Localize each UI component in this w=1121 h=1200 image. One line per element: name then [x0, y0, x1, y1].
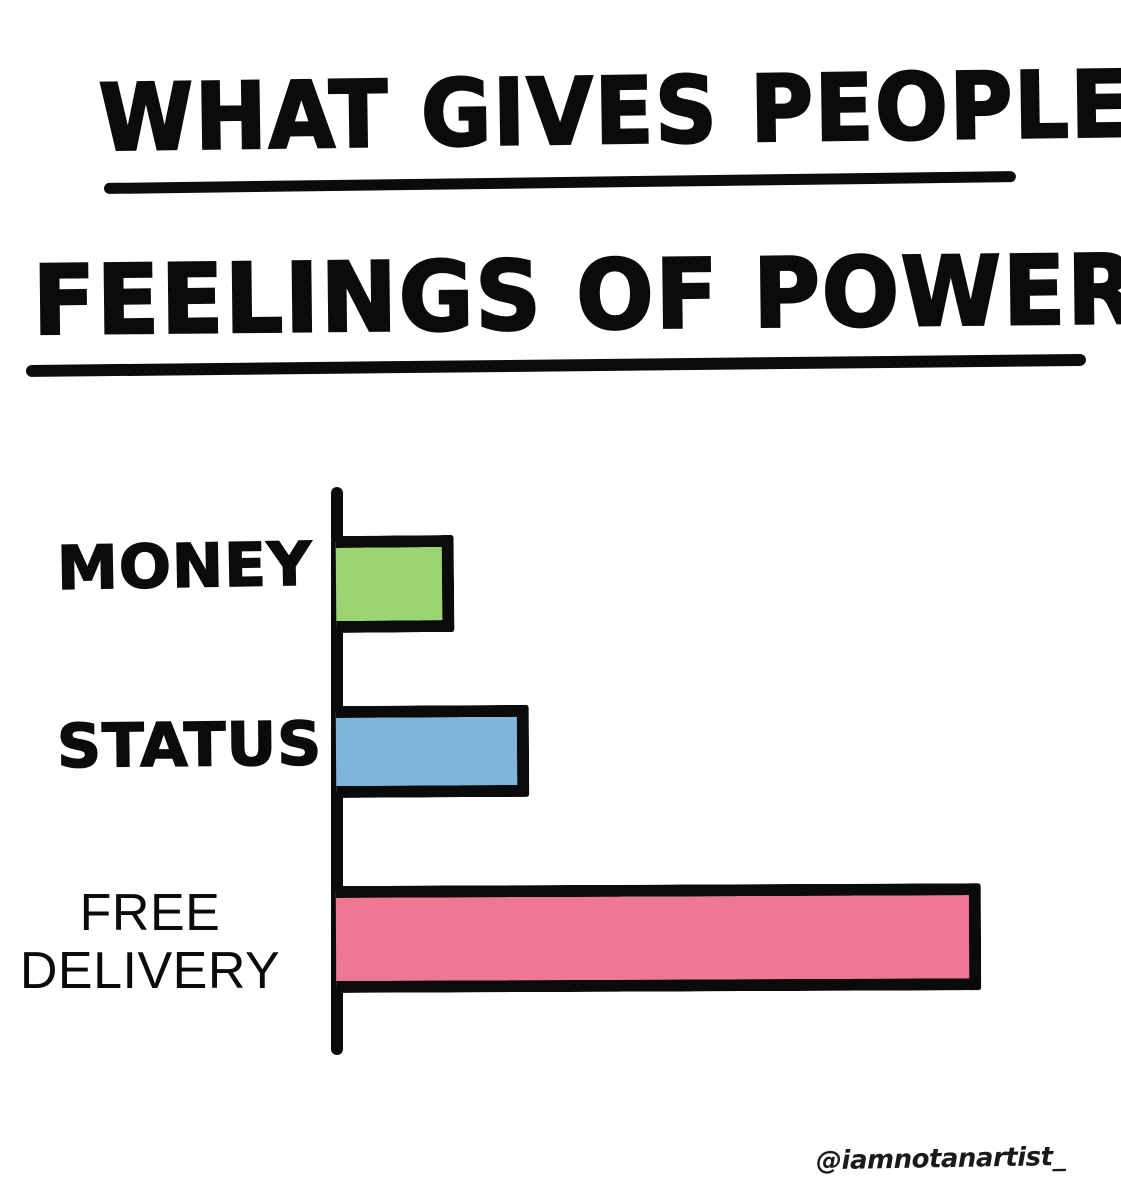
bar-label-free-delivery-line-2: DELIVERY — [19, 942, 281, 1000]
bar-free-delivery — [335, 883, 982, 993]
bar-label-status: STATUS — [56, 708, 324, 782]
bar-label-free-delivery-line-1: FREE — [79, 884, 221, 942]
bar-status — [335, 704, 530, 798]
bar-money — [335, 534, 455, 633]
watermark-handle: @iamnotanartist_ — [815, 1142, 1066, 1177]
bar-label-money: MONEY — [56, 529, 314, 605]
bar-label-free-delivery: FREE DELIVERY — [0, 884, 300, 1000]
